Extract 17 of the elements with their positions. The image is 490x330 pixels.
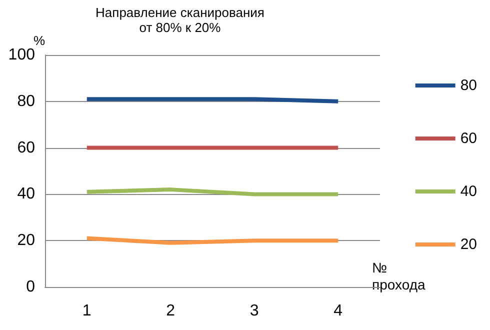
chart-title: Направление сканирования от 80% к 20%: [96, 5, 264, 35]
y-tick-label: 40: [17, 186, 36, 203]
x-tick-label: 4: [334, 302, 343, 320]
y-tick-label: 0: [26, 278, 36, 296]
y-axis-title: %: [33, 33, 46, 48]
x-tick-label: 1: [82, 302, 92, 320]
legend-label: 80: [460, 77, 478, 94]
y-tick-label: 80: [17, 92, 36, 110]
x-tick-label: 2: [166, 302, 176, 320]
legend-label: 40: [460, 183, 478, 200]
legend-label: 60: [460, 130, 478, 147]
x-tick-label: 3: [250, 302, 259, 320]
y-tick-label: 20: [17, 232, 36, 250]
y-tick-label: 60: [17, 139, 36, 156]
x-axis-title: № прохода: [372, 260, 426, 292]
legend-label: 20: [460, 236, 478, 253]
y-tick-label: 100: [8, 46, 36, 64]
